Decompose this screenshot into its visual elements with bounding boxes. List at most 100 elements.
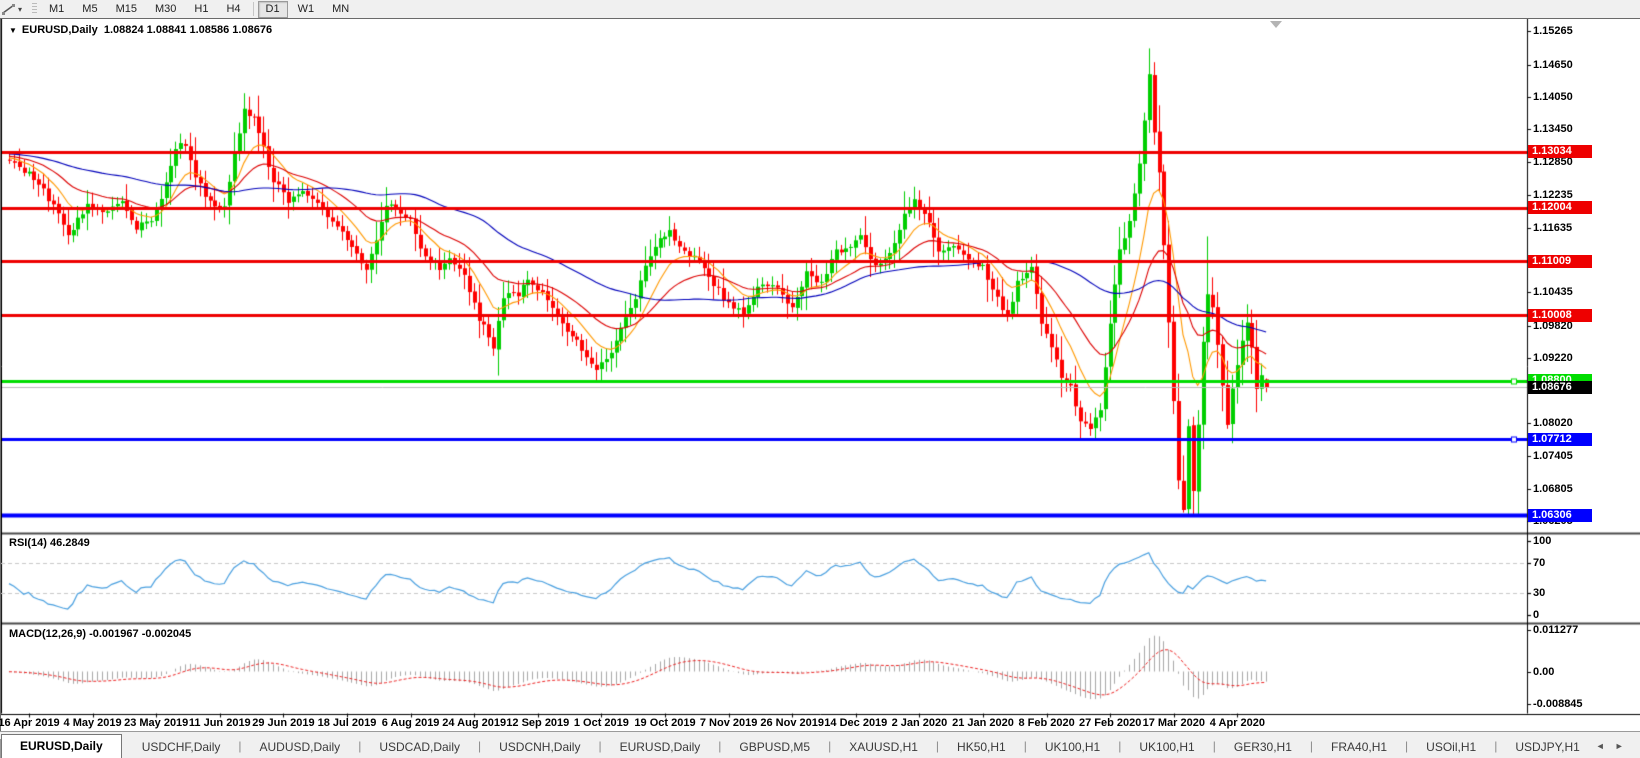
date-axis-label: 11 Jun 2019 [188, 716, 251, 729]
toolbar-separator [252, 2, 254, 16]
hline-price-label: 1.11009 [1528, 254, 1592, 268]
date-axis-label: 23 May 2019 [124, 716, 189, 729]
date-axis-label: 29 Jun 2019 [252, 716, 315, 729]
tab-divider: | [478, 738, 482, 753]
tab-divider: | [1405, 738, 1409, 753]
tab-divider: | [718, 738, 722, 753]
chart-tab-usoil-h1-13[interactable]: USOil,H1 [1426, 740, 1477, 754]
price-axis-tick-label: 1.08020 [1533, 416, 1573, 429]
timeframe-button-d1[interactable]: D1 [257, 0, 288, 18]
toolbar-grip [32, 3, 38, 15]
price-axis-tick-label: 1.06805 [1533, 482, 1573, 495]
tab-divider: | [1118, 738, 1122, 753]
tab-divider: | [598, 738, 602, 753]
collapse-arrow-icon[interactable]: ▼ [9, 26, 17, 35]
tab-divider: | [1023, 738, 1027, 753]
hline-price-label: 1.12004 [1528, 201, 1592, 215]
date-axis-label: 4 Apr 2020 [1209, 716, 1266, 729]
chart-tab-usdcad-daily-3[interactable]: USDCAD,Daily [379, 740, 460, 754]
date-axis-label: 2 Jan 2020 [891, 716, 948, 729]
current-price-label: 1.08676 [1528, 380, 1592, 394]
date-axis-label: 17 Mar 2020 [1142, 716, 1205, 729]
rsi-value: 46.2849 [49, 537, 90, 549]
date-axis-label: 14 Dec 2019 [824, 716, 888, 729]
date-axis-label: 19 Oct 2019 [634, 716, 696, 729]
chevron-down-icon: ▾ [18, 4, 23, 14]
price-axis-tick-label: 1.09820 [1533, 319, 1573, 332]
price-axis-tick-label: 1.11635 [1533, 221, 1573, 234]
date-axis-label: 27 Feb 2020 [1079, 716, 1142, 729]
hline-price-label: 1.06306 [1528, 508, 1592, 522]
date-axis-label: 21 Jan 2020 [952, 716, 1014, 729]
macd-values: -0.001967 -0.002045 [89, 628, 192, 640]
chart-tab-usdchf-daily-1[interactable]: USDCHF,Daily [141, 740, 221, 754]
tab-scroll-arrows[interactable]: ◄► [1596, 741, 1634, 751]
rsi-axis-label: 70 [1533, 557, 1546, 570]
chart-tab-usdcnh-daily-4[interactable]: USDCNH,Daily [499, 740, 581, 754]
chart-tab-uk100-h1-10[interactable]: UK100,H1 [1139, 740, 1195, 754]
rsi-name: RSI(14) [9, 537, 47, 549]
chart-tab-bar: EURUSD,Daily USDCHF,Daily | AUDUSD,Daily | US… [0, 731, 1640, 758]
price-axis-tick-label: 1.09220 [1533, 352, 1573, 364]
chart-tab-xauusd-h1-7[interactable]: XAUUSD,H1 [849, 740, 918, 754]
timeframe-button-m15[interactable]: M15 [115, 2, 137, 15]
macd-axis-label: 0.011277 [1533, 624, 1579, 636]
chart-canvas[interactable] [1, 19, 1640, 732]
timeframe-button-h1[interactable]: H1 [194, 2, 209, 15]
hline-price-label: 1.07712 [1528, 432, 1592, 446]
macd-axis-label: -0.008845 [1533, 698, 1583, 711]
timeframe-button-m1[interactable]: M1 [49, 2, 65, 15]
macd-indicator-label: MACD(12,26,9) -0.001967 -0.002045 [9, 628, 191, 640]
tab-scroll-right-icon[interactable]: ► [1614, 740, 1634, 751]
tab-divider: | [1309, 738, 1314, 753]
chart-tab-gbpusd-m5-6[interactable]: GBPUSD,M5 [739, 740, 811, 754]
trendline-glyph [2, 4, 15, 15]
date-axis-label: 16 Apr 2019 [0, 716, 60, 729]
timeframe-toolbar: ▾ M1 M5 M15 M30 H1 H4 D1 W1 MN [0, 0, 1640, 19]
chart-tab-eurusd-daily-0[interactable]: EURUSD,Daily [1, 734, 122, 758]
price-axis-tick-label: 1.13450 [1533, 123, 1573, 136]
trendline-tool-icon[interactable]: ▾ [2, 3, 22, 15]
chart-ohlc-values: 1.08824 1.08841 1.08586 1.08676 [103, 24, 273, 36]
hline-price-label: 1.13034 [1528, 145, 1592, 159]
chart-tab-usdjpy-h1-14[interactable]: USDJPY,H1 [1515, 740, 1580, 754]
chart-title: ▼ EURUSD,Daily 1.08824 1.08841 1.08586 1.… [9, 24, 272, 36]
chart-tab-ger30-h1-11[interactable]: GER30,H1 [1233, 740, 1292, 754]
rsi-indicator-label: RSI(14) 46.2849 [9, 537, 90, 549]
date-axis-label: 1 Oct 2019 [573, 716, 629, 729]
chart-symbol-label: EURUSD,Daily [21, 24, 98, 36]
chart-shift-marker-icon[interactable] [1270, 21, 1282, 28]
chart-tab-fra40-h1-12[interactable]: FRA40,H1 [1331, 740, 1388, 754]
tab-divider: | [828, 738, 832, 753]
timeframe-buttons: M1 M5 M15 M30 H1 H4 D1 W1 MN [40, 0, 358, 18]
tab-divider: | [1494, 738, 1498, 753]
chart-window[interactable]: ▼ EURUSD,Daily 1.08824 1.08841 1.08586 1.… [0, 18, 1640, 732]
chart-tab-eurusd-daily-5[interactable]: EURUSD,Daily [619, 740, 701, 754]
price-axis-tick-label: 1.14650 [1533, 58, 1573, 71]
chart-tabs: EURUSD,Daily USDCHF,Daily | AUDUSD,Daily | US… [1, 734, 1596, 758]
timeframe-button-mn[interactable]: MN [332, 2, 350, 15]
timeframe-button-m30[interactable]: M30 [154, 2, 177, 15]
rsi-axis-label: 30 [1533, 586, 1546, 599]
price-axis-tick-label: 1.15265 [1533, 25, 1573, 38]
price-axis-tick-label: 1.07405 [1533, 450, 1573, 463]
price-axis-tick-label: 1.12235 [1533, 189, 1573, 202]
tab-strip-edge [0, 739, 1, 758]
date-axis-label: 18 Jul 2019 [317, 716, 377, 729]
date-axis-label: 6 Aug 2019 [381, 716, 440, 729]
rsi-axis-label: 0 [1533, 609, 1540, 621]
date-axis-label: 26 Nov 2019 [760, 716, 824, 729]
tab-divider: | [358, 738, 362, 753]
chart-tab-uk100-h1-9[interactable]: UK100,H1 [1044, 740, 1101, 754]
tab-scroll-left-icon[interactable]: ◄ [1595, 740, 1615, 751]
date-axis-label: 7 Nov 2019 [699, 716, 758, 729]
macd-name: MACD(12,26,9) [9, 628, 87, 640]
timeframe-button-m5[interactable]: M5 [82, 2, 98, 15]
timeframe-button-w1[interactable]: W1 [297, 2, 315, 15]
chart-tab-audusd-daily-2[interactable]: AUDUSD,Daily [259, 740, 341, 754]
chart-tab-hk50-h1-8[interactable]: HK50,H1 [957, 740, 1006, 754]
date-axis-label: 12 Sep 2019 [506, 716, 570, 729]
timeframe-button-h4[interactable]: H4 [226, 2, 241, 15]
price-axis-tick-label: 1.14050 [1533, 91, 1573, 104]
